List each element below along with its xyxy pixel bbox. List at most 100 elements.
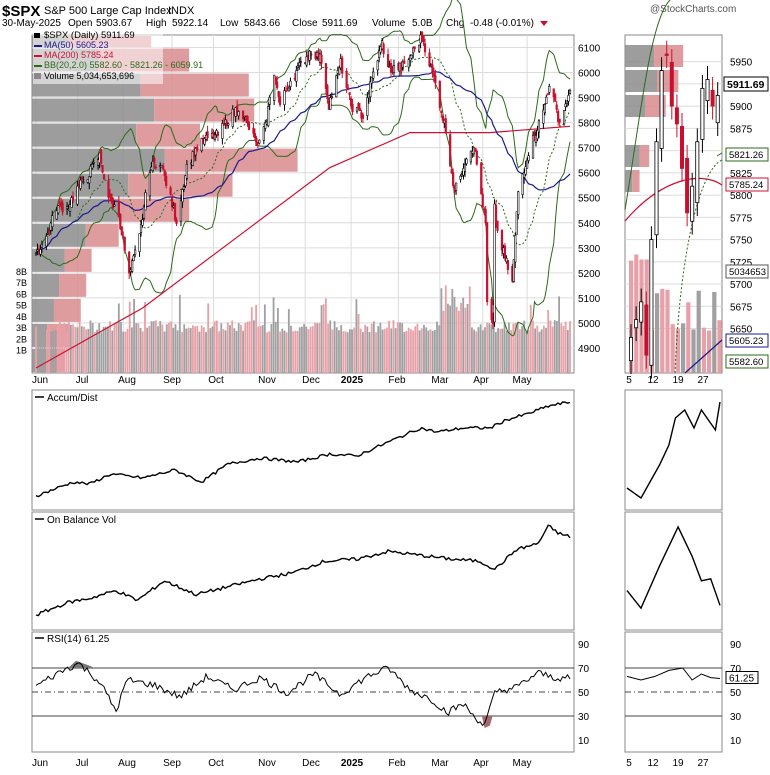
zoom-volume-bar <box>670 324 675 373</box>
candle-body <box>480 162 483 195</box>
candle-body <box>410 54 413 59</box>
volume-bar <box>466 303 469 373</box>
volume-bar <box>523 320 526 373</box>
candle-body <box>289 80 292 87</box>
volume-bar <box>412 330 414 373</box>
volume-bar <box>477 327 480 373</box>
zoom-candle-body <box>639 301 644 323</box>
volume-bar <box>431 330 434 373</box>
volume-bar <box>484 327 486 373</box>
candle-body <box>231 108 234 127</box>
volume-bar <box>351 329 353 373</box>
volume-bar <box>460 302 462 373</box>
volume-bar <box>453 297 456 373</box>
volume-bar <box>379 322 382 373</box>
low-label: Low <box>220 18 239 29</box>
volume-axis-label: 2B <box>16 334 27 344</box>
panel-frame <box>624 389 723 511</box>
volume-bar <box>355 299 358 373</box>
zoom-x-tick-label: 19 <box>672 375 684 386</box>
zoom-y-tick-label: 5875 <box>730 124 753 135</box>
volume-bar <box>211 326 214 373</box>
volume-bar <box>569 321 571 373</box>
candle-body <box>326 85 329 99</box>
volume-bar <box>239 324 242 373</box>
volume-bar <box>209 328 212 373</box>
volume-bar <box>357 313 360 373</box>
zoom-x-tick-label-bottom: 5 <box>626 758 632 769</box>
zoom-y-tick-label: 5800 <box>730 191 753 202</box>
candle-body <box>142 206 146 219</box>
zoom-candle-body <box>700 87 705 140</box>
candle-body <box>537 120 541 133</box>
volume-bar <box>447 303 449 373</box>
zoom-candle-body <box>690 185 695 222</box>
zoom-rsi-tick-label: 50 <box>730 688 742 699</box>
volume-bar <box>220 323 223 373</box>
candle-body <box>196 146 199 151</box>
volume-bar <box>48 325 50 373</box>
candle-body <box>358 108 362 112</box>
rsi-tick-label: 50 <box>578 688 590 699</box>
volume-bar <box>290 325 292 373</box>
volume-bar <box>163 331 166 373</box>
volume-bar <box>226 322 229 373</box>
y-tick-label: 5300 <box>578 244 601 255</box>
candle-body <box>531 135 535 159</box>
x-tick-label-bottom: 2025 <box>341 758 364 769</box>
candle-body <box>101 165 104 173</box>
volume-bar <box>292 331 295 373</box>
candle-body <box>144 192 147 211</box>
zoom-volume-bar <box>655 293 660 373</box>
zoom-rsi-tick-label: 10 <box>730 736 742 747</box>
candle-body <box>163 170 166 177</box>
candle-body <box>284 90 288 92</box>
volume-bar <box>490 324 493 373</box>
volume-bar <box>392 320 395 373</box>
volume-bar <box>346 332 349 373</box>
candle-body <box>310 53 313 56</box>
volume-bar <box>85 329 88 373</box>
volume-bar <box>72 324 74 373</box>
candle-body <box>258 139 261 144</box>
volume-bar <box>67 321 70 373</box>
volume-bar <box>102 326 105 373</box>
volume-bar <box>126 328 129 373</box>
volume-bar <box>549 320 552 373</box>
candle-body <box>76 185 79 205</box>
volume-bar <box>383 328 386 373</box>
x-tick-label-bottom: Aug <box>118 758 136 769</box>
volume-bar <box>50 331 53 373</box>
candle-body <box>191 151 194 166</box>
candle-body <box>370 76 373 84</box>
volume-bar <box>115 322 118 373</box>
volume-bar <box>298 327 301 373</box>
volume-bar <box>192 325 194 373</box>
volume-bar <box>538 331 541 373</box>
x-tick-label: Apr <box>473 375 489 386</box>
volume-bar <box>287 309 290 373</box>
panel-frame <box>624 511 723 631</box>
volume-bar <box>150 321 153 373</box>
volume-bar <box>401 323 404 373</box>
rsi-line <box>35 662 571 727</box>
zoom-volume-bar <box>696 290 701 373</box>
volume-bar <box>170 321 173 373</box>
volume-bar <box>80 326 83 373</box>
candle-body <box>113 204 116 207</box>
volume-axis-label: 1B <box>16 346 27 356</box>
zoom-x-tick-label-bottom: 27 <box>697 758 709 769</box>
zoom-accum-dist-line <box>626 401 721 500</box>
candle-body <box>227 123 230 126</box>
volume-bar <box>547 310 550 373</box>
volume-bar <box>185 328 188 373</box>
volume-bar <box>488 323 491 373</box>
volume-bar <box>76 327 79 373</box>
candle-body <box>278 96 282 105</box>
candle-body <box>496 220 499 231</box>
candle-body <box>450 169 453 174</box>
candle-body <box>412 47 415 54</box>
candle-body <box>169 187 172 195</box>
candle-body <box>296 65 299 68</box>
